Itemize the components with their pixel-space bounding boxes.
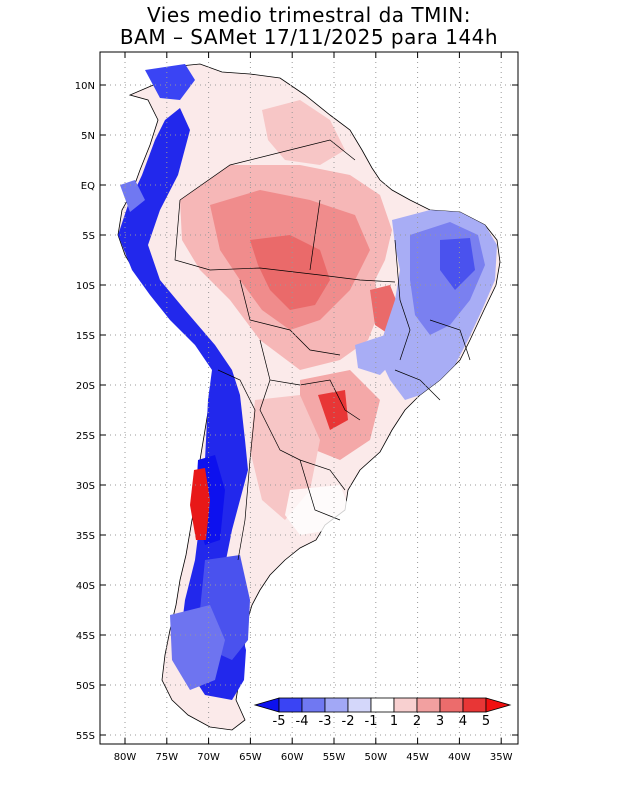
lon-label: 55W (323, 752, 346, 763)
graticule (100, 52, 518, 744)
colorbar-segment (462, 697, 487, 713)
colorbar-segment (324, 697, 349, 713)
colorbar-segment (370, 697, 395, 713)
colorbar-segment (301, 697, 326, 713)
title-line-1: Vies medio trimestral da TMIN: (147, 3, 471, 27)
colorbar-legend: -5 -4 -3 -2 -1 1 2 3 4 5 (253, 697, 512, 729)
colorbar-label: 3 (436, 714, 444, 729)
cold-bias-northeast (355, 210, 497, 400)
lon-label: 65W (239, 752, 262, 763)
colorbar-label: 5 (482, 714, 490, 729)
colorbar-label: -1 (365, 714, 378, 729)
lon-label: 60W (281, 752, 304, 763)
title-line-2: BAM – SAMet 17/11/2025 para 144h (119, 25, 499, 49)
colorbar-label: 1 (390, 714, 398, 729)
colorbar-label: 4 (459, 714, 467, 729)
lat-label: 20S (76, 381, 95, 392)
lat-label: 5N (81, 131, 95, 142)
colorbar-segment (278, 697, 303, 713)
lat-label: 15S (76, 331, 95, 342)
lon-label: 80W (114, 752, 137, 763)
colorbar-segment (416, 697, 441, 713)
lat-label: 25S (76, 431, 95, 442)
lon-label: 35W (490, 752, 513, 763)
warm-bias-chile-coast (190, 468, 210, 540)
colorbar-label: -2 (342, 714, 355, 729)
colorbar-label: -5 (273, 714, 286, 729)
lat-label: 5S (82, 231, 95, 242)
latitude-axis: 10N 5N EQ 5S 10S 15S 20S 25S 30S 35S 40S 45S 50S 55S (75, 81, 518, 742)
colorbar-segment (439, 697, 464, 713)
country-borders (174, 139, 471, 561)
lon-label: 70W (197, 752, 220, 763)
colorbar-segment (347, 697, 372, 713)
lat-label: 30S (76, 481, 95, 492)
warm-bias-areas (180, 100, 400, 520)
lat-label: 10S (76, 281, 95, 292)
lat-label: 55S (76, 731, 95, 742)
lat-label: 50S (76, 681, 95, 692)
lat-label: EQ (81, 181, 95, 192)
colorbar-label: -4 (296, 714, 309, 729)
colorbar-label: -3 (319, 714, 332, 729)
lon-label: 50W (364, 752, 387, 763)
longitude-axis: 80W 75W 70W 65W 60W 55W 50W 45W 40W 35W (114, 52, 513, 763)
colorbar-right-arrow (485, 697, 512, 713)
colorbar-label: 2 (413, 714, 421, 729)
lat-label: 35S (76, 531, 95, 542)
lat-label: 10N (75, 81, 95, 92)
lon-label: 40W (448, 752, 471, 763)
lon-label: 45W (406, 752, 429, 763)
lon-label: 75W (155, 752, 178, 763)
colorbar-segment (393, 697, 418, 713)
lat-label: 45S (76, 631, 95, 642)
lat-label: 40S (76, 581, 95, 592)
